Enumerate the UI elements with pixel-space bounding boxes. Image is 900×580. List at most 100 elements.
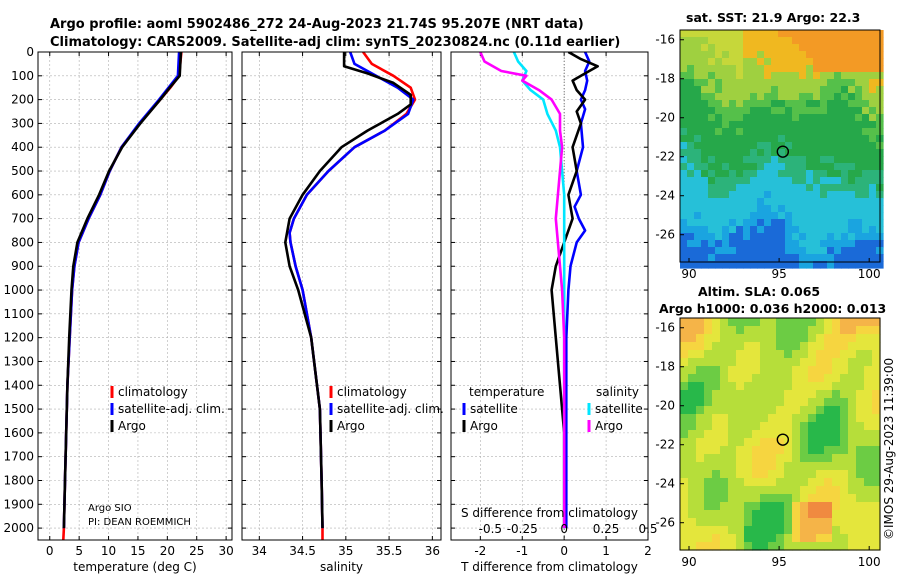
map-cell xyxy=(722,170,730,178)
map-cell xyxy=(736,414,745,423)
map-cell xyxy=(869,51,877,59)
map-cell xyxy=(712,526,721,535)
map-cell xyxy=(736,72,744,80)
map-cell xyxy=(785,212,793,220)
map-cell xyxy=(824,526,833,535)
figure-title-line-2: Climatology: CARS2009. Satellite-adj cli… xyxy=(50,35,620,50)
map-cell xyxy=(704,486,713,495)
map-cell xyxy=(792,93,800,101)
map-cell xyxy=(862,37,870,45)
map-cell xyxy=(785,261,793,269)
map-cell xyxy=(743,226,751,234)
map-cell xyxy=(820,93,828,101)
legend-label-argo: Argo xyxy=(337,419,365,433)
map-cell xyxy=(840,478,849,487)
map-cell xyxy=(808,390,817,399)
map-cell xyxy=(864,358,873,367)
map-cell xyxy=(687,79,695,87)
map-cell xyxy=(816,406,825,415)
map-cell xyxy=(757,156,765,164)
map-cell xyxy=(750,170,758,178)
map-cell xyxy=(792,107,800,115)
map-cell xyxy=(832,470,841,479)
map-cell xyxy=(827,142,835,150)
map-cell xyxy=(862,100,870,108)
map-cell xyxy=(701,51,709,59)
map-cell xyxy=(736,233,744,241)
map-cell xyxy=(841,149,849,157)
y-tick-label: 1800 xyxy=(3,473,34,487)
map-cell xyxy=(708,37,716,45)
y-tick-label: 500 xyxy=(11,164,34,178)
map-cell xyxy=(722,72,730,80)
map-cell xyxy=(694,198,702,206)
map-cell xyxy=(813,205,821,213)
map-cell xyxy=(848,494,857,503)
map-cell xyxy=(813,170,821,178)
map-cell xyxy=(855,233,863,241)
map-cell xyxy=(848,470,857,479)
map-cell xyxy=(824,374,833,383)
map-cell xyxy=(800,470,809,479)
map-cell xyxy=(862,107,870,115)
map-cell xyxy=(764,65,772,73)
map-cell xyxy=(841,156,849,164)
map-cell xyxy=(862,72,870,80)
map-cell xyxy=(776,526,785,535)
map-cell xyxy=(771,247,779,255)
map-cell xyxy=(694,254,702,262)
map-cell xyxy=(687,37,695,45)
sla-map-title-2: Argo h1000: 0.036 h2000: 0.013 xyxy=(659,301,886,316)
figure-title-line-1: Argo profile: aoml 5902486_272 24-Aug-20… xyxy=(50,17,584,32)
map-cell xyxy=(841,128,849,136)
map-cell xyxy=(840,318,849,327)
map-cell xyxy=(704,382,713,391)
map-cell xyxy=(832,510,841,519)
map-cell xyxy=(743,79,751,87)
map-cell xyxy=(743,51,751,59)
map-cell xyxy=(806,177,814,185)
map-cell xyxy=(808,518,817,527)
map-cell xyxy=(728,534,737,543)
map-cell xyxy=(785,191,793,199)
map-cell xyxy=(820,44,828,52)
map-cell xyxy=(808,494,817,503)
map-cell xyxy=(864,446,873,455)
map-cell xyxy=(856,478,865,487)
map-x-tick-label: 95 xyxy=(771,555,786,569)
map-cell xyxy=(820,65,828,73)
map-cell xyxy=(680,79,688,87)
map-cell xyxy=(856,406,865,415)
map-cell xyxy=(736,163,744,171)
map-cell xyxy=(855,93,863,101)
map-cell xyxy=(820,142,828,150)
map-cell xyxy=(820,86,828,94)
map-cell xyxy=(785,156,793,164)
map-cell xyxy=(827,212,835,220)
map-cell xyxy=(800,406,809,415)
map-cell xyxy=(743,156,751,164)
map-cell xyxy=(768,462,777,471)
map-cell xyxy=(808,526,817,535)
map-cell xyxy=(752,430,761,439)
map-cell xyxy=(750,65,758,73)
map-cell xyxy=(813,93,821,101)
map-cell xyxy=(832,414,841,423)
map-cell xyxy=(834,212,842,220)
map-cell xyxy=(757,226,765,234)
map-cell xyxy=(750,58,758,66)
map-cell xyxy=(778,247,786,255)
map-cell xyxy=(784,422,793,431)
map-cell xyxy=(820,135,828,143)
map-cell xyxy=(757,135,765,143)
map-cell xyxy=(841,86,849,94)
map-cell xyxy=(840,502,849,511)
map-cell xyxy=(876,261,884,269)
map-cell xyxy=(688,382,697,391)
map-cell xyxy=(785,114,793,122)
map-cell xyxy=(792,184,800,192)
series-line-argo xyxy=(62,52,183,529)
map-cell xyxy=(701,212,709,220)
map-cell xyxy=(752,542,761,551)
map-cell xyxy=(799,58,807,66)
